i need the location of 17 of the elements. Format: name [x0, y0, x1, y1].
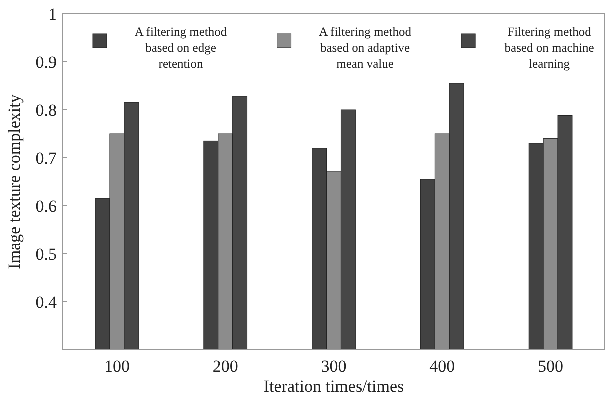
x-tick-label: 200 [212, 357, 238, 376]
legend-label: A filtering method based on adaptive mean value [319, 25, 412, 71]
y-tick-label: 0.8 [36, 100, 57, 120]
y-tick-label: 0.4 [36, 292, 58, 312]
legend-label: Filtering method based on machine learning [504, 25, 595, 71]
x-tick-label: 300 [321, 357, 347, 376]
y-axis-title: Image texture complexity [5, 94, 24, 270]
x-tick-label: 100 [104, 357, 130, 376]
x-tick-label: 400 [430, 357, 456, 376]
x-tick-label: 500 [538, 357, 564, 376]
legend-label: A filtering method based on edge retention [134, 25, 228, 71]
y-tick-label: 0.6 [36, 196, 57, 216]
x-axis-title: Iteration times/times [264, 377, 404, 396]
y-tick-label: 0.9 [36, 52, 57, 72]
y-tick-label: 1 [48, 4, 57, 24]
y-tick-label: 0.5 [36, 244, 57, 264]
y-tick-label: 0.7 [36, 148, 58, 168]
